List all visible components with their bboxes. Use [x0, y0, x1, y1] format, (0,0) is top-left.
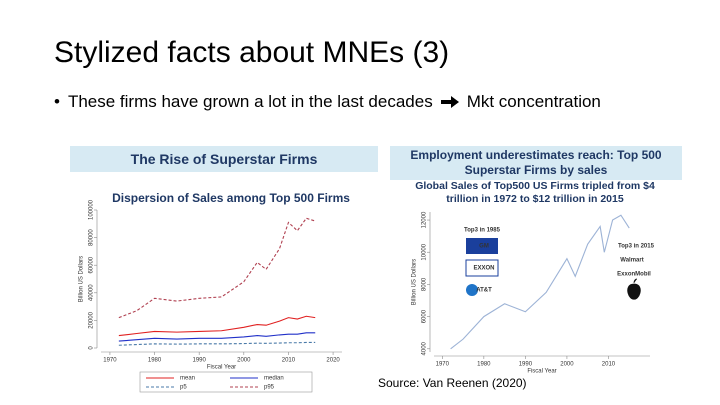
y-tick-label: 20000	[89, 311, 95, 328]
annotation: Top3 in 1985	[464, 228, 501, 234]
y-tick-label: 40000	[89, 284, 95, 301]
y-tick-label: 4000	[422, 341, 428, 355]
legend-label: p95	[264, 385, 275, 391]
x-tick-label: 1990	[519, 362, 533, 368]
bullet-result: Mkt concentration	[466, 92, 601, 111]
chart-title: Global Sales of Top500 US Firms tripled …	[415, 180, 655, 205]
series-line	[118, 315, 316, 337]
x-tick-label: 2020	[326, 358, 340, 364]
y-tick-label: 12000	[422, 211, 428, 228]
apple-icon	[627, 278, 641, 300]
y-tick-label: 60000	[89, 256, 95, 273]
x-axis-label: Fiscal Year	[207, 365, 236, 371]
y-tick-label: 100000	[89, 199, 95, 220]
x-tick-label: 2010	[282, 358, 296, 364]
y-tick-label: 80000	[89, 229, 95, 246]
bullet-text: These firms have grown a lot in the last…	[67, 92, 433, 111]
y-tick-label: 10000	[422, 243, 428, 260]
logo-globe	[466, 284, 478, 296]
legend-label: median	[264, 376, 284, 382]
legend-label: p5	[180, 385, 187, 391]
source: Source: Van Reenen (2020)	[378, 376, 527, 390]
x-tick-label: 2000	[560, 362, 574, 368]
series-line	[118, 341, 316, 346]
y-axis-label: Billion US Dollars	[412, 259, 418, 305]
logo-bg	[466, 238, 498, 254]
x-axis-label: Fiscal Year	[527, 369, 556, 375]
y-axis-label: Billion US Dollars	[79, 256, 85, 302]
x-tick-label: 1990	[193, 358, 207, 364]
x-tick-label: 1980	[148, 358, 162, 364]
banner: The Rise of Superstar Firms	[70, 146, 378, 172]
logo: EXXON	[473, 266, 494, 272]
banner: Employment underestimates reach: Top 500…	[390, 146, 682, 180]
x-tick-label: 1970	[103, 358, 117, 364]
x-tick-label: 2010	[602, 362, 616, 368]
bullet: • These firms have grown a lot in the la…	[54, 92, 601, 112]
legend-label: mean	[180, 376, 195, 382]
y-tick-label: 0	[89, 346, 95, 350]
y-tick-label: 8000	[422, 277, 428, 291]
series-line	[118, 217, 316, 319]
logo: Walmart	[620, 258, 643, 264]
arrow-icon	[440, 96, 459, 108]
series-line	[118, 332, 316, 342]
annotation: Top3 in 2015	[618, 244, 655, 250]
bullet-dot: •	[54, 92, 60, 111]
y-tick-label: 6000	[422, 309, 428, 323]
logo: AT&T	[476, 288, 492, 294]
x-tick-label: 1970	[436, 362, 450, 368]
slide-title: Stylized facts about MNEs (3)	[54, 36, 450, 69]
logo-bg	[465, 259, 499, 277]
x-tick-label: 1980	[477, 362, 491, 368]
logo: ExxonMobil	[617, 272, 651, 278]
logo: GM	[479, 244, 489, 250]
legend-box	[139, 371, 313, 393]
x-tick-label: 2000	[237, 358, 251, 364]
series-line	[450, 214, 630, 350]
chart-title: Dispersion of Sales among Top 500 Firms	[112, 191, 350, 205]
